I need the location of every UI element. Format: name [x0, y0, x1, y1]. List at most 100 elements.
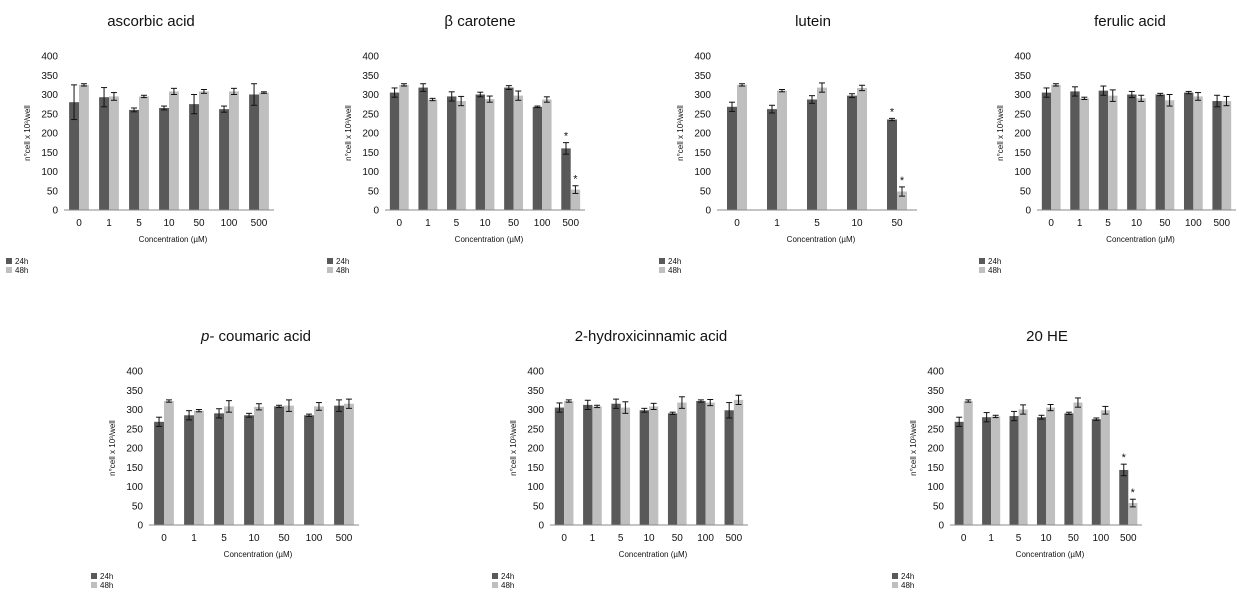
x-tick-label: 5 [618, 533, 624, 544]
x-tick-label: 500 [1120, 533, 1137, 544]
y-tick-label: 0 [705, 206, 711, 217]
x-axis-label: Concentration (µM) [787, 235, 856, 244]
bar-24h [159, 107, 169, 210]
x-tick-label: 100 [697, 533, 714, 544]
chart-title: 20 HE [1026, 328, 1068, 345]
bar-48h [857, 87, 867, 210]
y-tick-label: 250 [126, 424, 143, 435]
x-tick-label: 5 [1105, 218, 1111, 229]
bar-48h [109, 96, 119, 210]
bar-48h [592, 406, 602, 525]
x-tick-label: 500 [251, 218, 268, 229]
x-tick-label: 100 [1093, 533, 1110, 544]
y-tick-label: 150 [1014, 148, 1031, 159]
legend-label: 48h [100, 581, 113, 590]
bar-48h [963, 401, 973, 525]
bar-48h [620, 407, 631, 525]
y-tick-label: 350 [362, 71, 379, 82]
bar-24h [475, 94, 485, 210]
bar-24h [1127, 94, 1137, 210]
bar-48h [1073, 402, 1083, 525]
bar-48h [456, 101, 466, 210]
legend-swatch [979, 258, 985, 264]
legend-label: 48h [988, 266, 1001, 275]
bar-48h [817, 87, 827, 210]
x-tick-label: 50 [672, 533, 684, 544]
legend-label: 24h [501, 572, 514, 581]
chart-title-rest: coumaric acid [214, 328, 311, 345]
x-tick-label: 5 [814, 218, 820, 229]
chart-panel: ferulic acid050100150200250300350400n°ce… [979, 13, 1236, 275]
y-tick-label: 150 [41, 148, 58, 159]
x-tick-label: 50 [1159, 218, 1171, 229]
bar-48h [399, 84, 409, 210]
bar-24h [1064, 413, 1074, 525]
x-axis-label: Concentration (µM) [1016, 550, 1085, 559]
bar-48h [1100, 410, 1110, 525]
legend-swatch [979, 267, 985, 273]
y-tick-label: 200 [1014, 129, 1031, 140]
bar-48h [164, 401, 174, 525]
x-tick-label: 1 [774, 218, 780, 229]
bar-48h [1046, 407, 1056, 525]
bar-48h [991, 416, 1001, 525]
y-tick-label: 200 [927, 444, 944, 455]
x-tick-label: 500 [562, 218, 579, 229]
chart-title: ferulic acid [1094, 13, 1166, 30]
y-tick-label: 200 [694, 129, 711, 140]
y-tick-label: 200 [126, 444, 143, 455]
bar-48h [224, 406, 234, 525]
legend-swatch [6, 267, 12, 273]
bar-24h [554, 407, 565, 525]
y-tick-label: 350 [41, 71, 58, 82]
y-tick-label: 100 [126, 482, 143, 493]
bar-48h [733, 399, 744, 525]
y-tick-label: 0 [538, 521, 544, 532]
bar-48h [542, 99, 552, 210]
x-tick-label: 1 [106, 218, 112, 229]
bar-48h [284, 405, 294, 525]
y-axis-label: n°cell x 10³/well [23, 105, 32, 161]
significance-marker: * [1122, 452, 1127, 464]
bar-24h [1183, 92, 1194, 210]
x-tick-label: 100 [1185, 218, 1202, 229]
x-axis-label: Concentration (µM) [224, 550, 293, 559]
bar-24h [1098, 90, 1109, 210]
legend-swatch [892, 582, 898, 588]
bar-24h [982, 417, 992, 525]
legend-label: 48h [901, 581, 914, 590]
x-tick-label: 0 [961, 533, 967, 544]
significance-marker: * [1131, 487, 1136, 499]
bar-24h [69, 102, 79, 210]
y-axis-label: n°cell x 10³/well [344, 105, 353, 161]
bar-24h [154, 421, 164, 525]
y-tick-label: 50 [47, 186, 59, 197]
chart-title: lutein [795, 13, 831, 30]
significance-marker: * [573, 174, 578, 186]
x-tick-label: 5 [136, 218, 142, 229]
y-tick-label: 300 [927, 405, 944, 416]
bar-24h [1119, 469, 1129, 525]
legend-label: 48h [668, 266, 681, 275]
x-tick-label: 100 [534, 218, 551, 229]
bar-24h [724, 410, 734, 525]
y-tick-label: 300 [362, 90, 379, 101]
y-tick-label: 250 [1014, 109, 1031, 120]
y-tick-label: 400 [694, 52, 711, 63]
x-tick-label: 10 [1040, 533, 1052, 544]
bar-48h [1051, 84, 1061, 210]
bar-24h [99, 97, 109, 210]
x-tick-label: 50 [1068, 533, 1080, 544]
y-tick-label: 100 [362, 167, 379, 178]
legend-swatch [892, 573, 898, 579]
bar-48h [897, 191, 907, 210]
bar-24h [1041, 92, 1052, 210]
bar-24h [244, 415, 254, 525]
x-tick-label: 100 [221, 218, 238, 229]
x-tick-label: 100 [306, 533, 323, 544]
bar-24h [249, 94, 259, 210]
y-tick-label: 350 [927, 386, 944, 397]
x-tick-label: 0 [76, 218, 82, 229]
x-tick-label: 1 [590, 533, 596, 544]
